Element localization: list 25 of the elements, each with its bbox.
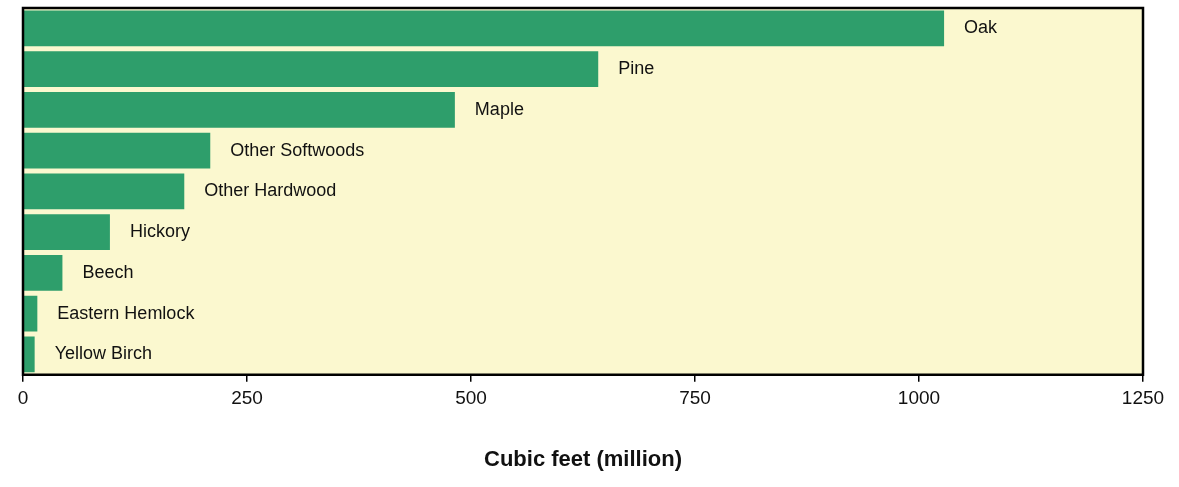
x-tick-label: 0 bbox=[17, 387, 29, 409]
x-tick-label: 750 bbox=[679, 387, 711, 409]
x-tick-label: 250 bbox=[231, 387, 263, 409]
bar bbox=[23, 91, 455, 128]
y-tick-label: Pine bbox=[618, 58, 655, 79]
bar bbox=[23, 51, 599, 88]
bar bbox=[23, 214, 110, 251]
y-tick-label: Hickory bbox=[129, 221, 190, 242]
bar bbox=[23, 173, 185, 210]
x-tick-label: 1250 bbox=[1121, 387, 1165, 409]
bar bbox=[23, 132, 211, 169]
y-tick-label: Other Hardwood bbox=[204, 180, 337, 201]
bar bbox=[23, 254, 63, 291]
y-tick-label: Yellow Birch bbox=[54, 343, 153, 364]
y-tick-label: Other Softwoods bbox=[230, 139, 365, 160]
x-axis-title: Cubic feet (million) bbox=[484, 445, 682, 471]
bar bbox=[23, 336, 35, 373]
bar bbox=[23, 295, 38, 332]
y-tick-label: Oak bbox=[964, 17, 999, 38]
y-tick-label: Eastern Hemlock bbox=[57, 302, 196, 323]
bar bbox=[23, 10, 945, 47]
y-tick-label: Beech bbox=[82, 261, 134, 282]
x-tick-label: 500 bbox=[455, 387, 487, 409]
x-tick-label: 1000 bbox=[897, 387, 941, 409]
y-tick-label: Maple bbox=[474, 98, 524, 119]
